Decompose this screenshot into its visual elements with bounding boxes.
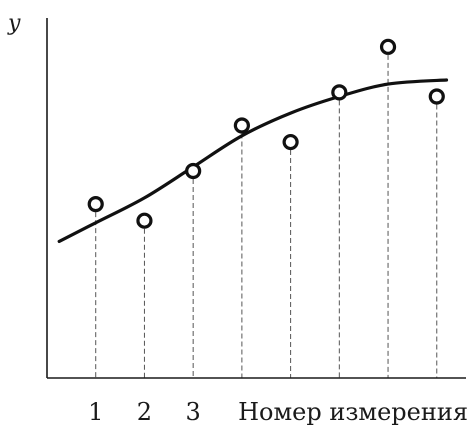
data-point-8 — [428, 88, 445, 105]
data-point-2 — [136, 212, 153, 229]
y-axis-title: y — [7, 11, 21, 36]
x-axis-title: Номер измерения — [238, 398, 468, 426]
data-point-1 — [87, 196, 104, 213]
x-tick-label-1: 1 — [88, 398, 103, 426]
trend-curve — [57, 78, 449, 243]
data-point-4 — [233, 117, 250, 134]
x-tick-label-3: 3 — [186, 398, 201, 426]
data-point-5 — [282, 133, 299, 151]
axes-layer — [46, 18, 466, 379]
x-tick-label-2: 2 — [137, 398, 152, 426]
guides-layer — [95, 54, 438, 378]
data-point-3 — [185, 162, 202, 180]
points-layer — [87, 38, 445, 229]
data-point-7 — [379, 38, 397, 55]
data-point-6 — [331, 84, 348, 101]
ticks-layer: 1 2 3 — [88, 398, 201, 426]
